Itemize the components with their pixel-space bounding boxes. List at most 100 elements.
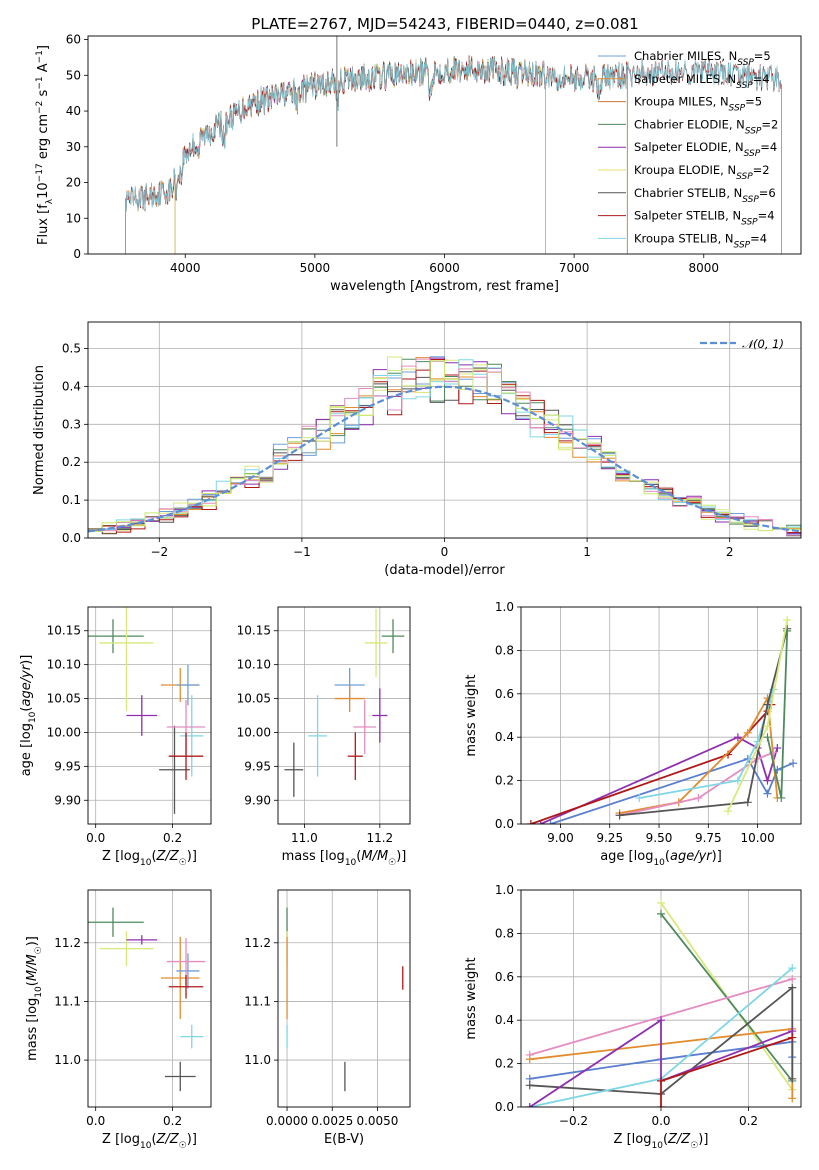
weight-vs-age-frame <box>520 606 802 825</box>
age-vs-mass-ytick-label: 10.00 <box>237 725 271 739</box>
mass-vs-z-frame <box>87 889 212 1108</box>
weight-vs-z-frame <box>520 889 802 1108</box>
weight-vs-age-ytick-label: 0.6 <box>495 687 514 701</box>
weight-vs-age-marker <box>783 616 792 625</box>
weight-vs-age-series-6 <box>619 628 789 817</box>
legend-entry-part: Chabrier STELIB, N <box>634 186 742 200</box>
legend-entry-part: =2 <box>753 163 770 177</box>
age-vs-z-frame <box>87 606 212 825</box>
legend-entry-part: SSP <box>741 218 758 228</box>
legend-entry-part: SSP <box>736 172 753 182</box>
weight-vs-age-marker <box>694 793 703 802</box>
weight-vs-z-marker <box>657 899 665 908</box>
age-vs-mass-xlabel-part: mass [log <box>282 849 345 864</box>
spectrum-ylabel-part: −2 <box>35 101 45 114</box>
weight-vs-age-marker <box>743 728 752 737</box>
residuals-xtick-label: 0 <box>441 545 449 559</box>
mass-vs-z-ytick-label: 11.2 <box>54 936 81 950</box>
residuals-ytick-label: 0.2 <box>62 455 81 469</box>
age-vs-z-point <box>168 732 204 780</box>
weight-vs-z-marker <box>788 1033 797 1042</box>
weight-vs-z-marker <box>788 974 797 983</box>
weight-vs-z-xlabel-part: Z/Z <box>667 1132 691 1147</box>
age-vs-z-ylabel: age [log10(age/yr)] <box>19 655 38 777</box>
weight-vs-z-marker <box>525 1103 534 1107</box>
weight-vs-age-ytick-label: 0.2 <box>495 774 514 788</box>
mass-vs-ebv-xlabel-part: E(B-V) <box>324 1132 364 1147</box>
weight-vs-z-ytick-label: 0.4 <box>495 1013 514 1027</box>
weight-vs-z-xlabel-part: 10 <box>651 1141 663 1151</box>
age-vs-mass-point <box>372 688 388 743</box>
legend-entry-part: =4 <box>753 72 770 86</box>
age-vs-z-point <box>176 664 200 706</box>
residuals-xtick-label: −1 <box>293 545 311 559</box>
mass-vs-z-point <box>164 1061 196 1092</box>
age-vs-z-axes: 0.0 0.2 9.90 9.95 10.00 10.05 10.10 10.15 Z [log… <box>19 606 212 868</box>
weight-vs-age-plot-area <box>526 616 798 824</box>
weight-vs-age-marker <box>615 811 624 820</box>
weight-vs-z-xlabel-part: )] <box>698 1132 708 1147</box>
age-vs-z-point <box>88 619 144 654</box>
age-vs-z-ytick-label: 10.00 <box>47 725 81 739</box>
age-vs-z-ytick-label: 10.10 <box>47 658 81 672</box>
weight-vs-age-xlabel-part: age/yr <box>670 849 713 864</box>
weight-vs-age-ytick-label: 0.4 <box>495 730 514 744</box>
weight-vs-z-xtick-label: 0.2 <box>739 1114 758 1128</box>
age-vs-mass-ytick-label: 9.95 <box>244 759 271 773</box>
weight-vs-age-axes: 9.00 9.25 9.50 9.75 10.00 0.0 0.2 0.4 0.6 0.8 1.0 a… <box>464 600 802 868</box>
mass-vs-z-xlabel-part: )] <box>187 1132 197 1147</box>
residuals-ylabel-part: Normed distribution <box>32 365 47 495</box>
weight-vs-age-marker <box>743 798 752 807</box>
spectrum-ytick-label: 30 <box>66 140 81 154</box>
mass-vs-z-xtick-label: 0.2 <box>163 1114 182 1128</box>
age-vs-z-xlabel-part: Z [log <box>102 849 140 864</box>
age-vs-mass-xtick-label: 11.2 <box>366 831 393 845</box>
mass-vs-ebv-plot-area <box>286 907 404 1092</box>
spectrum-series-2 <box>125 55 628 254</box>
legend-entry: Salpeter MILES, NSSP=4 <box>634 72 770 91</box>
weight-vs-z-marker <box>657 909 665 918</box>
weight-vs-z-xlabel: Z [log10(Z/Z☉)] <box>614 1132 709 1151</box>
weight-vs-age-marker <box>546 820 555 824</box>
weight-vs-age-marker <box>763 789 772 798</box>
age-vs-mass-point <box>308 695 328 777</box>
spectrum-series-8 <box>125 57 782 254</box>
mass-vs-z-point <box>176 953 200 989</box>
age-vs-z-ylabel-part: 10 <box>28 711 38 723</box>
weight-vs-z-ylabel-part: mass weight <box>464 957 479 1039</box>
age-vs-z-ylabel-part: )] <box>19 655 34 665</box>
legend-entry-part: Kroupa ELODIE, N <box>634 163 736 177</box>
spectrum-axes: 4000 5000 6000 7000 8000 0 10 20 30 40 50 60 wavelen… <box>35 33 802 294</box>
spectrum-ytick-label: 0 <box>73 247 81 261</box>
legend-entry-part: =5 <box>745 95 762 109</box>
age-vs-mass-frame <box>277 606 411 825</box>
legend-entry-part: =2 <box>761 117 778 131</box>
weight-vs-age-marker <box>733 733 742 742</box>
mass-vs-z-xlabel: Z [log10(Z/Z☉)] <box>102 1132 197 1151</box>
spectrum-ytick-label: 50 <box>66 68 81 82</box>
weight-vs-age-xtick-label: 10.00 <box>740 831 774 845</box>
weight-vs-age-xlabel-part: )] <box>712 849 722 864</box>
legend-entry-part: SSP <box>744 149 761 159</box>
residuals-xtick-label: 2 <box>726 545 734 559</box>
weight-vs-z-ytick-label: 0.0 <box>495 1100 514 1114</box>
spectrum-ylabel-part: s <box>36 89 51 100</box>
residuals-xtick-label: −2 <box>150 545 168 559</box>
weight-vs-z-ytick-label: 1.0 <box>495 883 514 897</box>
residuals-frame <box>87 321 802 539</box>
legend-entry-part: =4 <box>758 209 775 223</box>
age-vs-z-ylabel-part: age [log <box>19 723 34 776</box>
age-vs-z-plot-area <box>88 607 206 814</box>
mass-vs-z-point <box>180 1024 204 1049</box>
spectrum-ytick-label: 60 <box>66 33 81 47</box>
age-vs-z-ytick-label: 10.15 <box>47 624 81 638</box>
mass-vs-z-point <box>126 935 158 945</box>
legend-entry-part: SSP <box>734 240 751 250</box>
age-vs-mass-axes: 11.0 11.2 9.90 9.95 10.00 10.05 10.10 10.15 mass… <box>237 606 411 868</box>
mass-vs-z-xtick-label: 0.0 <box>86 1114 105 1128</box>
weight-vs-z-series-8 <box>660 1036 793 1107</box>
weight-vs-age-xtick-label: 9.75 <box>695 831 722 845</box>
weight-vs-age-xtick-label: 9.25 <box>596 831 623 845</box>
weight-vs-z-ytick-label: 0.6 <box>495 970 514 984</box>
spectrum-xlabel: wavelength [Angstrom, rest frame] <box>330 279 559 294</box>
